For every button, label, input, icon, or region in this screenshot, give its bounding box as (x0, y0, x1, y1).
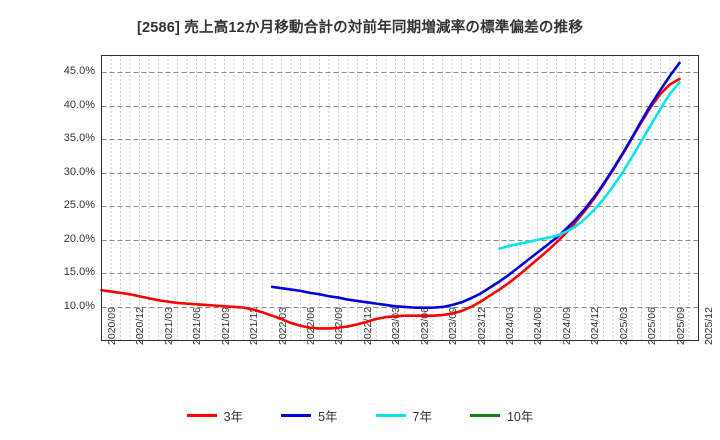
y-tick-label: 45.0% (63, 65, 95, 78)
series-line-3年 (100, 77, 681, 330)
legend-label: 10年 (506, 410, 534, 424)
legend-item-10年[interactable]: 10年 (469, 406, 534, 425)
series-lines (100, 61, 681, 330)
legend-item-5年[interactable]: 5年 (281, 406, 338, 425)
series-line-5年 (270, 61, 681, 309)
series-line-7年 (498, 81, 681, 250)
legend-item-3年[interactable]: 3年 (186, 406, 244, 425)
legend-label: 3年 (223, 410, 244, 424)
legend-swatch-icon (469, 414, 500, 417)
y-tick-label: 10.0% (63, 299, 95, 312)
legend-swatch-icon (281, 414, 312, 417)
y-tick-label: 20.0% (63, 232, 95, 245)
legend-swatch-icon (186, 414, 217, 417)
y-tick-label: 30.0% (63, 165, 95, 178)
y-tick-label: 35.0% (63, 132, 95, 145)
page-title: [2586] 売上高12か月移動合計の対前年同期増減率の標準偏差の推移 (136, 20, 584, 36)
y-tick-label: 40.0% (63, 98, 95, 111)
chart-legend: 3年 5年 7年 10年 (0, 406, 720, 425)
legend-item-7年[interactable]: 7年 (375, 406, 432, 425)
y-tick-label: 15.0% (63, 266, 95, 279)
legend-swatch-icon (375, 414, 406, 417)
plot-frame (101, 55, 699, 341)
y-tick-label: 25.0% (63, 199, 95, 212)
legend-label: 5年 (318, 410, 338, 424)
grid-lines (101, 55, 699, 341)
legend-label: 7年 (412, 410, 432, 424)
